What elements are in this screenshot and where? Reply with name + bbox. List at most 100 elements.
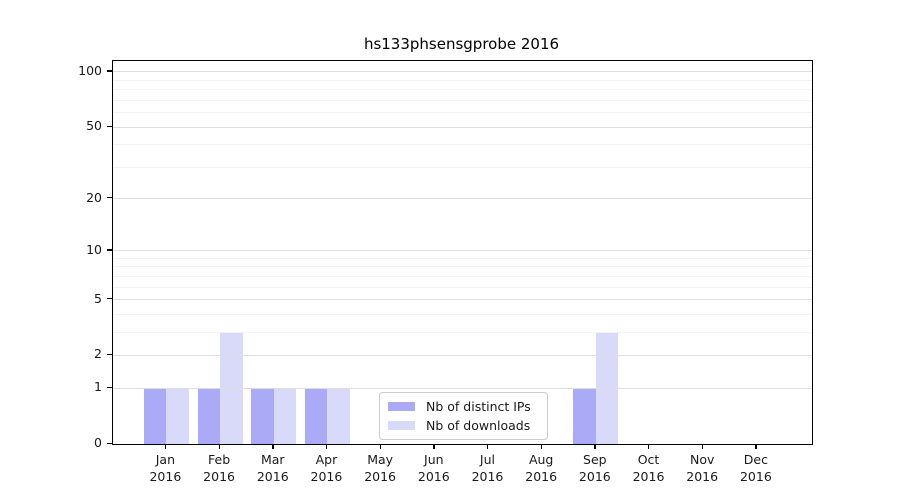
x-tick-label: Sep 2016 (567, 451, 623, 485)
bar-distinct-ips-feb (197, 388, 221, 444)
bar-distinct-ips-jan (143, 388, 167, 444)
x-tick-month: Nov (689, 452, 715, 467)
x-tick-year: 2016 (471, 469, 504, 484)
x-axis-tick (218, 444, 220, 449)
x-tick-year: 2016 (203, 469, 235, 484)
x-tick-month: Oct (637, 452, 660, 467)
x-tick-month: Aug (528, 452, 554, 467)
bar-downloads-apr (327, 388, 350, 444)
x-axis-tick (540, 444, 542, 449)
y-axis-tick (107, 298, 112, 300)
major-gridline (113, 71, 812, 73)
bar-distinct-ips-apr (304, 388, 328, 444)
major-gridline (113, 299, 812, 301)
x-axis-tick (164, 444, 167, 449)
legend-label-downloads: Nb of downloads (426, 418, 531, 433)
bar-distinct-ips-sep (573, 388, 596, 444)
minor-gridline (113, 79, 812, 81)
x-tick-year: 2016 (364, 469, 397, 484)
legend-swatch-distinct-ips (388, 402, 415, 411)
x-tick-label: Jul 2016 (459, 451, 515, 485)
x-tick-month: Jun (424, 452, 444, 467)
minor-gridline (113, 313, 812, 315)
legend-label-distinct-ips: Nb of distinct IPs (426, 399, 531, 414)
y-axis-tick (107, 125, 112, 127)
plot-area: Nb of distinct IPs Nb of downloads (112, 60, 813, 445)
x-axis-tick (272, 444, 274, 449)
major-gridline (113, 354, 812, 356)
x-tick-label: Aug 2016 (513, 451, 569, 485)
x-tick-year: 2016 (686, 469, 719, 484)
legend-item-distinct-ips: Nb of distinct IPs (388, 399, 539, 414)
x-tick-month: Jul (479, 452, 496, 467)
x-tick-year: 2016 (256, 469, 289, 484)
x-tick-month: Sep (583, 452, 607, 467)
x-tick-year: 2016 (310, 469, 343, 484)
x-axis-tick (648, 444, 650, 449)
minor-gridline (113, 112, 812, 114)
x-tick-label: Feb 2016 (191, 451, 247, 485)
x-tick-label: Jan 2016 (137, 451, 193, 485)
legend-item-downloads: Nb of downloads (388, 418, 539, 433)
minor-gridline (113, 266, 812, 268)
y-tick-label: 10 (86, 241, 102, 257)
minor-gridline (113, 275, 812, 277)
x-axis-tick (755, 444, 757, 449)
y-axis-tick (107, 249, 112, 251)
bar-downloads-jan (166, 388, 189, 444)
x-tick-label: May 2016 (352, 451, 408, 485)
y-axis-tick (107, 197, 112, 199)
x-tick-month: Feb (208, 452, 231, 467)
x-axis-tick (433, 444, 435, 449)
major-gridline (113, 198, 812, 200)
grid-layer (113, 61, 812, 444)
x-tick-year: 2016 (525, 469, 558, 484)
y-axis-tick (107, 353, 112, 356)
x-axis-tick (701, 444, 703, 449)
x-tick-month: Mar (260, 452, 285, 467)
y-tick-label: 0 (94, 435, 102, 450)
legend: Nb of distinct IPs Nb of downloads (379, 392, 548, 440)
minor-gridline (113, 257, 812, 259)
y-axis-tick (107, 386, 112, 388)
y-tick-label: 100 (78, 62, 102, 78)
bar-downloads-mar (273, 388, 297, 444)
x-tick-year: 2016 (149, 469, 182, 484)
x-tick-label: Apr 2016 (298, 451, 354, 485)
y-tick-label: 1 (94, 379, 102, 395)
y-tick-label: 5 (94, 290, 102, 306)
x-tick-label: Mar 2016 (245, 451, 301, 485)
y-tick-label: 50 (86, 118, 102, 134)
legend-swatch-downloads (388, 421, 415, 430)
x-tick-month: May (367, 452, 394, 467)
y-tick-label: 2 (94, 346, 102, 362)
y-axis-tick (107, 442, 112, 444)
x-axis-tick (594, 444, 596, 449)
x-tick-month: Apr (315, 452, 338, 467)
x-tick-year: 2016 (417, 469, 450, 484)
x-tick-label: Nov 2016 (674, 451, 730, 485)
major-gridline (113, 126, 812, 128)
x-tick-year: 2016 (578, 469, 611, 484)
minor-gridline (113, 144, 812, 146)
x-tick-year: 2016 (632, 469, 665, 484)
minor-gridline (113, 166, 812, 168)
minor-gridline (113, 286, 812, 288)
x-tick-year: 2016 (739, 469, 772, 484)
y-tick-label: 20 (86, 189, 102, 205)
x-tick-month: Dec (743, 452, 768, 467)
x-tick-month: Jan (155, 452, 176, 467)
x-tick-label: Oct 2016 (621, 451, 677, 485)
minor-gridline (113, 331, 812, 333)
minor-gridline (113, 89, 812, 91)
x-tick-label: Jun 2016 (406, 451, 462, 485)
x-axis-tick (325, 444, 328, 449)
chart-title: hs133phsensgprobe 2016 (363, 35, 560, 53)
x-axis-tick (379, 444, 381, 449)
major-gridline (113, 250, 812, 252)
x-axis-tick (486, 444, 489, 449)
bar-distinct-ips-mar (251, 388, 274, 444)
minor-gridline (113, 99, 812, 101)
x-tick-label: Dec 2016 (728, 451, 784, 485)
